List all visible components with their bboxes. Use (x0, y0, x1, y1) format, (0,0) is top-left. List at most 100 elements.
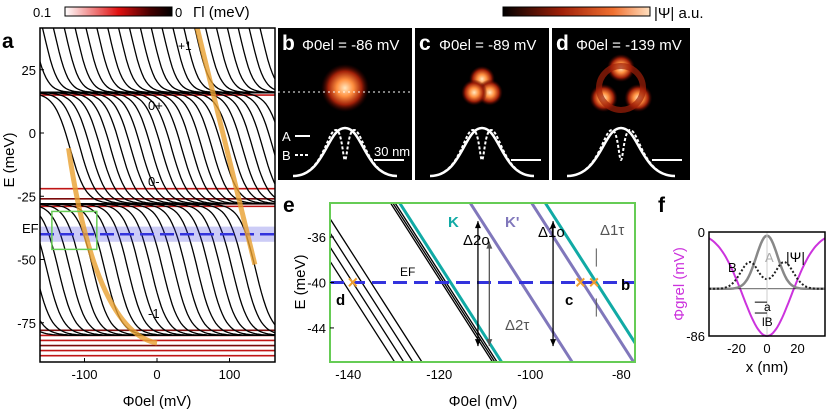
x-tick-label: -120 (426, 367, 452, 382)
y-tick-label: -36 (307, 230, 326, 245)
y-tick-label: -44 (307, 321, 326, 336)
label-delta1o: Δ1o (538, 224, 565, 241)
crossing-marker: × (589, 273, 600, 293)
panel-title-c: Φ0el = -89 mV (439, 37, 536, 54)
y-axis-label: E (meV) (1, 132, 18, 187)
y-tick-label: -75 (17, 316, 36, 331)
legend-B: B (282, 148, 291, 163)
label-B: B (728, 260, 737, 275)
plot-area-a (40, 28, 275, 357)
energy-level-line (40, 91, 275, 125)
label-a: a (764, 300, 771, 314)
delta2o-arrow-head (474, 221, 481, 229)
zoom-box (51, 210, 98, 251)
profile-B (566, 128, 676, 177)
y-tick-label: 25 (22, 63, 36, 78)
label-delta2tau: Δ2τ (505, 317, 529, 334)
colorbar-psi (502, 6, 651, 17)
scale-bar-label: 30 nm (374, 144, 410, 159)
colorbar-gamma (64, 6, 173, 17)
annotation-plus1: +1 (178, 39, 192, 53)
colorbar-min-label: 0.1 (33, 5, 51, 20)
crossing-marker: × (575, 273, 586, 293)
label-Kprime: K' (505, 214, 519, 231)
x-tick-label: -20 (727, 341, 746, 356)
label-d: d (336, 292, 345, 309)
y-axis-label: E (meV) (292, 254, 309, 309)
panel-b: b Φ0el = -86 mV AB 30 nm (278, 28, 412, 180)
panel-d: d Φ0el = -139 mV |Ψ| a.u. (502, 5, 704, 180)
plot-area-e: × × × (330, 203, 635, 362)
x-axis-label: Φ0el (mV) (123, 393, 192, 410)
highlight-track (194, 28, 258, 266)
legend-A: A (282, 129, 291, 144)
panel-label-d: d (556, 32, 569, 55)
x-tick-label: 20 (790, 341, 804, 356)
axes-frame-f (708, 231, 826, 337)
delta1o-arrow-head (550, 221, 557, 229)
panel-title-b: Φ0el = -86 mV (302, 37, 399, 54)
wavefunction-map (415, 28, 549, 180)
x-tick-label: 0 (153, 367, 160, 382)
annotation-minus1: -1 (148, 306, 160, 321)
x-tick-label: -140 (335, 367, 361, 382)
label-lB: lB (762, 315, 773, 329)
label-b: b (621, 277, 630, 294)
wavefunction-map (552, 28, 690, 180)
label-delta1tau: Δ1τ (600, 222, 624, 239)
x-tick-label: 0 (763, 341, 770, 356)
colorbar-max-label: 0 (175, 5, 182, 20)
x-axis-label: x (nm) (746, 359, 789, 376)
delta2tau-arrow-head (486, 339, 493, 347)
y-tick-label: 0 (698, 225, 705, 240)
y-tick-label: 0 (29, 126, 36, 141)
panel-label-f: f (658, 194, 666, 217)
K-valley-line (544, 203, 635, 346)
y-tick-label: -25 (17, 189, 36, 204)
delta1o-arrow-head (550, 339, 557, 347)
energy-level-line (204, 28, 275, 94)
panel-label-c: c (419, 32, 431, 55)
wavefunction-spot (321, 64, 369, 112)
label-EF: EF (400, 265, 415, 279)
energy-level-line (330, 217, 423, 362)
label-A: A (765, 250, 774, 265)
annotation-0plus: 0+ (148, 98, 163, 113)
annotation-EF: EF (22, 221, 39, 236)
panel-label-b: b (282, 32, 295, 55)
delta2tau-arrow-head (486, 241, 493, 249)
profile-B (709, 260, 825, 290)
label-delta2o: Δ2o (463, 232, 490, 249)
highlight-track (66, 147, 158, 346)
panel-label-e: e (283, 194, 295, 217)
fermi-band (40, 226, 275, 242)
x-tick-label: -100 (71, 367, 97, 382)
panel-label-a: a (2, 30, 14, 53)
x-tick-label: -80 (612, 367, 631, 382)
y-axis-label: Φgrel (mV) (671, 247, 688, 321)
y-tick-label: -40 (307, 276, 326, 291)
colorbar-label: Γl (meV) (193, 4, 250, 21)
annotation-0minus: 0- (148, 174, 160, 189)
colorbar-psi-label: |Ψ| a.u. (654, 5, 704, 22)
energy-level-line (226, 28, 275, 94)
x-tick-label: -100 (517, 367, 543, 382)
K-valley-line (398, 203, 503, 362)
wavefunction-ring (596, 63, 646, 113)
energy-level-line (215, 28, 275, 94)
label-c: c (565, 292, 573, 309)
wavefunction-spot (461, 79, 488, 106)
panel-c: c Φ0el = -89 mV (415, 28, 549, 180)
x-axis-label: Φ0el (mV) (449, 393, 518, 410)
y-tick-label: -86 (686, 329, 705, 344)
panel-a: -100 0 100 25 0 -25 -50 -75 Φ0el (mV) E (meV) a +1 0… (1, 4, 276, 410)
x-tick-label: 100 (219, 367, 241, 382)
y-tick-label: -50 (17, 253, 36, 268)
label-psi: |Ψ| (786, 249, 805, 265)
label-K: K (448, 214, 459, 231)
crossing-marker: × (348, 273, 359, 293)
delta2o-arrow-head (474, 339, 481, 347)
